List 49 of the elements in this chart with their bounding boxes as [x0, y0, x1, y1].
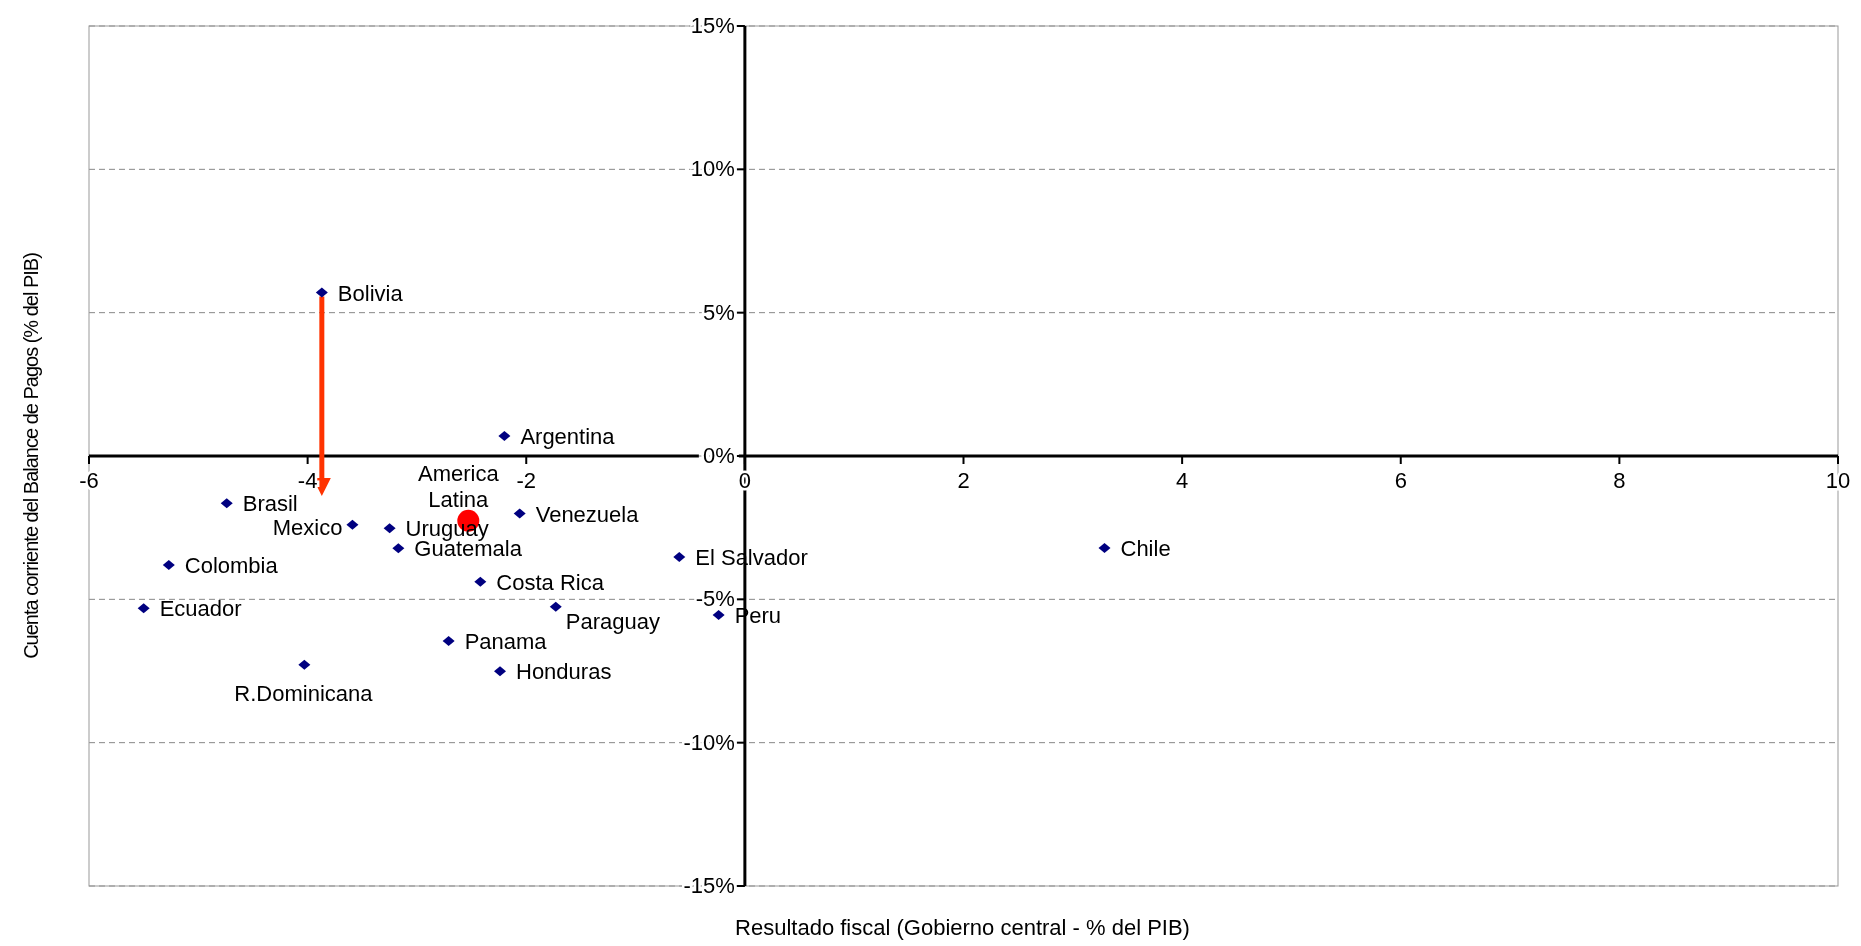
x-tick-label: 10 — [1825, 468, 1851, 493]
point — [220, 498, 233, 509]
point — [498, 430, 511, 441]
series-label: Honduras — [516, 659, 612, 685]
point — [513, 508, 526, 519]
y-tick-label: -10% — [683, 729, 735, 755]
x-tick-label: -4 — [297, 468, 318, 493]
point — [137, 603, 150, 614]
x-tick-label: 4 — [1176, 468, 1189, 493]
x-axis-title: Resultado fiscal (Gobierno central - % del PIB) — [735, 915, 1190, 940]
point — [346, 519, 359, 530]
x-tick-label: 8 — [1613, 468, 1626, 493]
point — [673, 551, 686, 562]
series-label: Costa Rica — [496, 569, 605, 595]
y-tick-label: -5% — [695, 586, 735, 612]
point — [474, 576, 487, 587]
point — [315, 287, 328, 298]
y-tick-label: 0% — [703, 443, 735, 468]
point — [298, 659, 311, 670]
series-label: America Latina — [417, 460, 500, 512]
point — [392, 543, 405, 554]
series-label: Paraguay — [565, 608, 660, 634]
point — [1098, 543, 1111, 554]
point — [494, 666, 507, 677]
series-label: Uruguay — [405, 516, 489, 542]
series-label: Mexico — [272, 514, 343, 540]
x-tick-label: 2 — [957, 468, 970, 493]
series-label: Panama — [464, 628, 548, 654]
point — [162, 559, 175, 570]
series-label: Ecuador — [159, 596, 242, 622]
x-tick-label: -6 — [79, 468, 99, 493]
y-tick-label: 15% — [690, 13, 735, 38]
series-label: Argentina — [520, 423, 616, 449]
series-label: Chile — [1120, 536, 1171, 562]
y-tick-label: 5% — [703, 299, 735, 325]
x-tick-label: -2 — [516, 468, 537, 493]
series-label: Venezuela — [535, 501, 640, 527]
x-tick-label: 6 — [1394, 468, 1407, 493]
point — [549, 601, 562, 612]
point — [442, 635, 455, 646]
point — [383, 523, 396, 534]
point — [712, 610, 725, 621]
series-label: Brasil — [242, 491, 298, 517]
y-tick-label: -15% — [683, 873, 735, 898]
y-axis-title: Cuenta corriente del Balance de Pagos (% del PIB) — [20, 252, 42, 659]
series-label: Bolivia — [337, 280, 404, 306]
series-label: R.Dominicana — [234, 680, 374, 706]
y-tick-label: 10% — [690, 156, 735, 182]
series-label: Colombia — [184, 552, 279, 578]
